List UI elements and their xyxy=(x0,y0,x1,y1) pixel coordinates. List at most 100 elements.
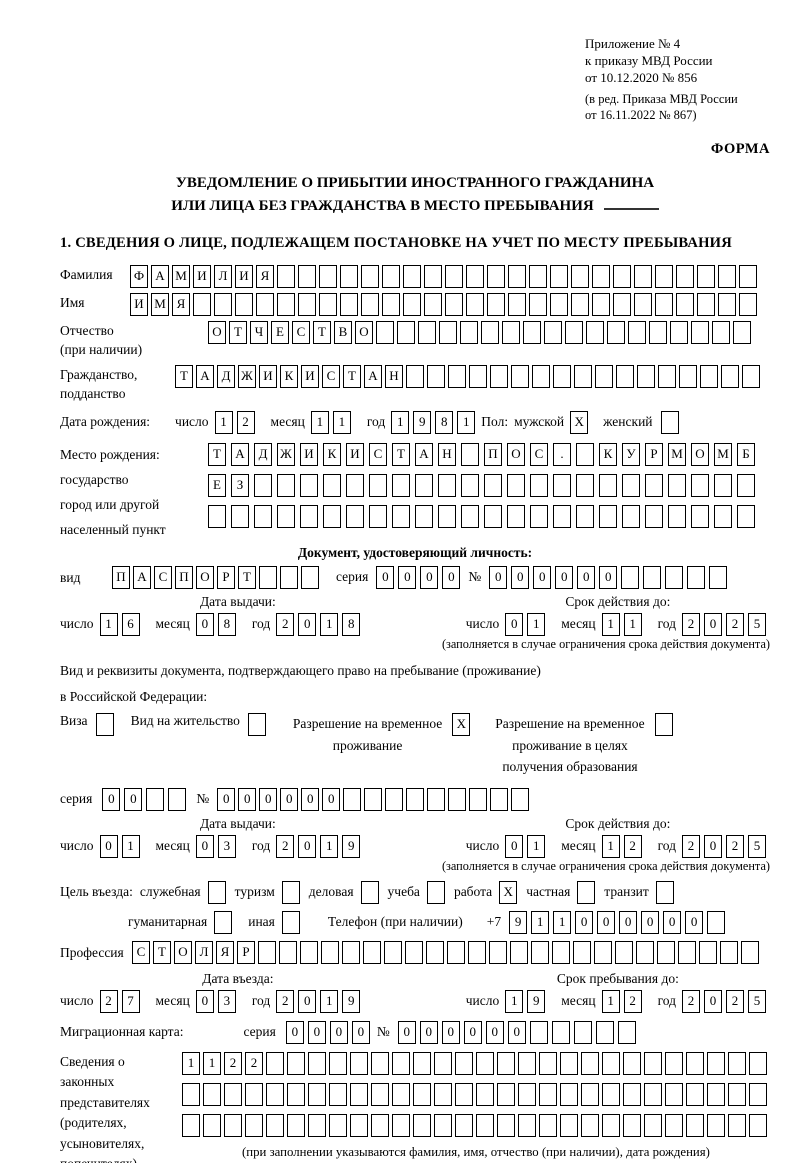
char-cell[interactable] xyxy=(203,1113,221,1137)
char-cell[interactable] xyxy=(733,320,751,344)
char-cell[interactable] xyxy=(531,940,549,964)
char-cell[interactable] xyxy=(615,940,633,964)
char-cell[interactable] xyxy=(319,264,337,288)
char-cell[interactable] xyxy=(406,364,424,388)
char-cell[interactable] xyxy=(254,504,272,528)
char-cell[interactable]: 6 xyxy=(121,612,140,636)
char-cell[interactable] xyxy=(581,1113,599,1137)
char-cell[interactable]: 1 xyxy=(320,834,339,858)
char-cell[interactable] xyxy=(413,1051,431,1075)
char-cell[interactable] xyxy=(476,1113,494,1137)
char-cell[interactable] xyxy=(279,940,297,964)
char-cell[interactable] xyxy=(749,1082,767,1106)
char-cell[interactable] xyxy=(277,264,295,288)
char-cell[interactable] xyxy=(714,473,732,497)
char-cell[interactable]: 9 xyxy=(413,410,432,434)
char-cell[interactable]: 1 xyxy=(310,410,329,434)
char-cell[interactable]: Т xyxy=(153,940,171,964)
char-cell[interactable]: 1 xyxy=(320,612,339,636)
char-cell[interactable]: Ф xyxy=(130,264,148,288)
char-cell[interactable] xyxy=(721,364,739,388)
char-cell[interactable]: 2 xyxy=(623,834,642,858)
char-cell[interactable]: 0 xyxy=(685,910,704,934)
char-cell[interactable]: Е xyxy=(208,473,226,497)
char-cell[interactable]: 1 xyxy=(601,989,620,1013)
char-cell[interactable]: 0 xyxy=(285,1020,304,1044)
char-cell[interactable]: 1 xyxy=(623,612,642,636)
char-cell[interactable] xyxy=(645,473,663,497)
char-cell[interactable]: О xyxy=(507,442,525,466)
char-cell[interactable]: П xyxy=(484,442,502,466)
char-cell[interactable] xyxy=(321,940,339,964)
char-cell[interactable]: М xyxy=(151,292,169,316)
char-cell[interactable]: 1 xyxy=(505,989,524,1013)
char-cell[interactable] xyxy=(490,787,509,811)
char-cell[interactable] xyxy=(636,940,654,964)
char-cell[interactable] xyxy=(613,264,631,288)
char-cell[interactable] xyxy=(413,1082,431,1106)
char-cell[interactable]: Е xyxy=(271,320,289,344)
char-cell[interactable] xyxy=(613,292,631,316)
char-cell[interactable] xyxy=(676,292,694,316)
char-cell[interactable] xyxy=(371,1082,389,1106)
temp-residence-education-checkbox[interactable] xyxy=(654,713,673,737)
char-cell[interactable] xyxy=(737,504,755,528)
char-cell[interactable]: 3 xyxy=(217,834,236,858)
char-cell[interactable] xyxy=(329,1051,347,1075)
char-cell[interactable]: С xyxy=(154,565,172,589)
char-cell[interactable]: 1 xyxy=(601,834,620,858)
char-cell[interactable]: 1 xyxy=(457,410,476,434)
char-cell[interactable]: Д xyxy=(254,442,272,466)
char-cell[interactable] xyxy=(621,565,640,589)
char-cell[interactable]: Т xyxy=(238,565,256,589)
char-cell[interactable]: В xyxy=(334,320,352,344)
char-cell[interactable]: 0 xyxy=(575,910,594,934)
char-cell[interactable] xyxy=(424,292,442,316)
char-cell[interactable]: О xyxy=(355,320,373,344)
char-cell[interactable] xyxy=(616,364,634,388)
char-cell[interactable] xyxy=(623,1113,641,1137)
temp-residence-checkbox[interactable]: X xyxy=(452,713,471,737)
char-cell[interactable] xyxy=(586,320,604,344)
char-cell[interactable] xyxy=(749,1051,767,1075)
char-cell[interactable] xyxy=(224,1082,242,1106)
char-cell[interactable] xyxy=(508,264,526,288)
char-cell[interactable]: 0 xyxy=(124,787,143,811)
char-cell[interactable]: У xyxy=(622,442,640,466)
char-cell[interactable] xyxy=(643,565,662,589)
visa-checkbox[interactable] xyxy=(95,713,114,737)
char-cell[interactable]: 0 xyxy=(577,565,596,589)
char-cell[interactable]: Н xyxy=(385,364,403,388)
char-cell[interactable]: 0 xyxy=(641,910,660,934)
char-cell[interactable]: 2 xyxy=(245,1051,263,1075)
char-cell[interactable]: П xyxy=(175,565,193,589)
char-cell[interactable] xyxy=(455,1082,473,1106)
char-cell[interactable]: . xyxy=(553,442,571,466)
char-cell[interactable] xyxy=(434,1082,452,1106)
char-cell[interactable] xyxy=(691,473,709,497)
char-cell[interactable] xyxy=(385,787,404,811)
char-cell[interactable]: 9 xyxy=(342,834,361,858)
char-cell[interactable] xyxy=(287,1051,305,1075)
char-cell[interactable]: 8 xyxy=(217,612,236,636)
char-cell[interactable] xyxy=(405,940,423,964)
char-cell[interactable] xyxy=(707,1113,725,1137)
char-cell[interactable] xyxy=(679,364,697,388)
char-cell[interactable] xyxy=(665,1113,683,1137)
char-cell[interactable] xyxy=(550,264,568,288)
char-cell[interactable] xyxy=(361,264,379,288)
char-cell[interactable] xyxy=(686,1113,704,1137)
char-cell[interactable] xyxy=(461,473,479,497)
char-cell[interactable] xyxy=(193,292,211,316)
char-cell[interactable] xyxy=(266,1082,284,1106)
char-cell[interactable]: 0 xyxy=(419,1020,438,1044)
char-cell[interactable] xyxy=(739,264,757,288)
char-cell[interactable] xyxy=(438,504,456,528)
char-cell[interactable] xyxy=(560,1113,578,1137)
char-cell[interactable]: 0 xyxy=(376,565,395,589)
char-cell[interactable]: 1 xyxy=(553,910,572,934)
char-cell[interactable] xyxy=(602,1113,620,1137)
char-cell[interactable]: Р xyxy=(645,442,663,466)
char-cell[interactable] xyxy=(539,1113,557,1137)
char-cell[interactable]: Т xyxy=(343,364,361,388)
